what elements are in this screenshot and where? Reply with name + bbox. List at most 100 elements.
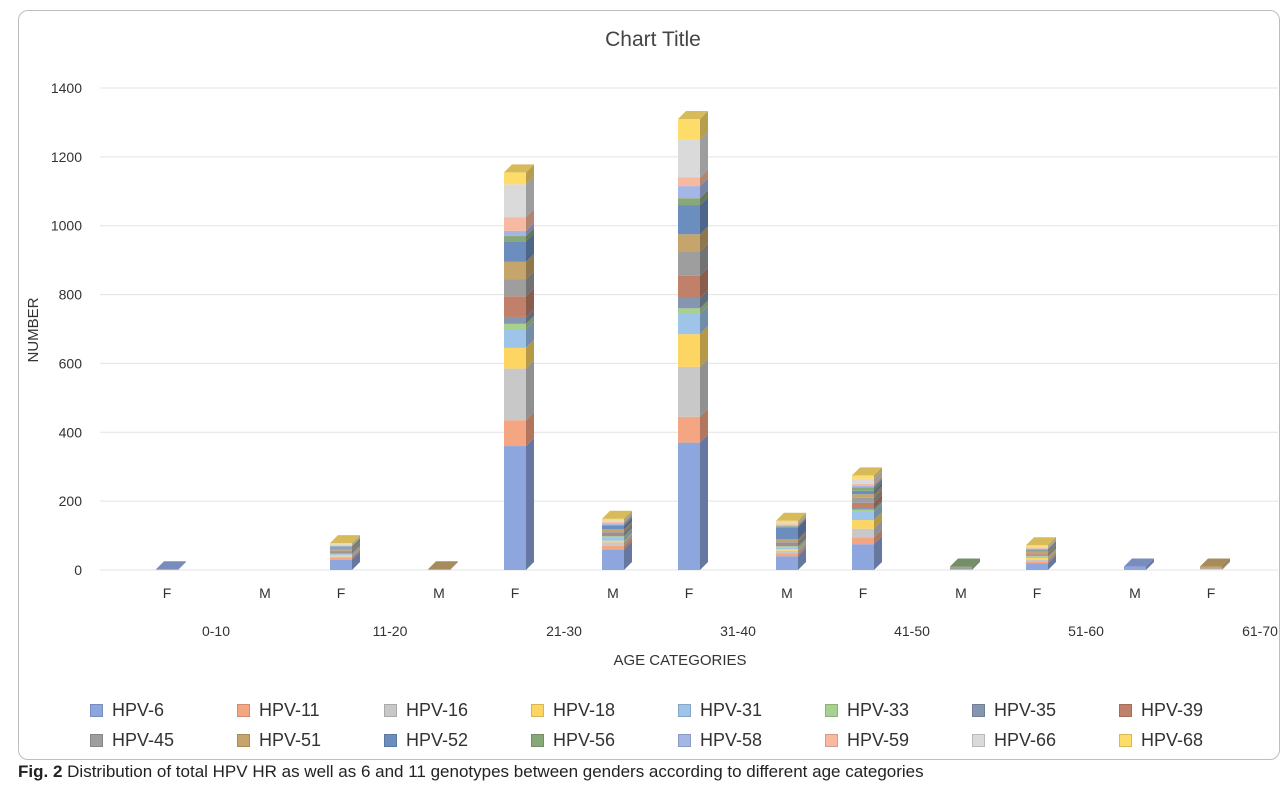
bar-top [156, 561, 186, 570]
bar-segment [678, 205, 700, 235]
bar-segment-side [874, 520, 882, 538]
bar-segment [1026, 555, 1048, 557]
bar-segment [776, 527, 798, 540]
bar-segment [1200, 568, 1222, 569]
legend-label: HPV-39 [1141, 700, 1204, 720]
legend-item: HPV-59 [825, 730, 909, 751]
bar-segment [602, 524, 624, 526]
bar-segment [330, 557, 352, 560]
bar-segment-side [526, 228, 534, 242]
bar-top [1200, 558, 1230, 567]
bar-segment-side [526, 412, 534, 447]
bar-segment-side [972, 558, 980, 568]
legend-swatch [678, 704, 691, 717]
legend-label: HPV-6 [112, 700, 165, 720]
legend-swatch [90, 704, 103, 717]
bar-segment-side [874, 475, 882, 486]
bar-segment [330, 547, 352, 549]
bar-segment [602, 522, 624, 524]
y-tick-label: 400 [59, 424, 83, 440]
bar-segment-side [700, 300, 708, 314]
figure-caption-text: Distribution of total HPV HR as well as … [67, 762, 924, 781]
bar-segment [852, 475, 874, 479]
bar-segment-side [874, 503, 882, 521]
legend-item: HPV-39 [1119, 700, 1203, 721]
legend-swatch [972, 734, 985, 747]
bar-segment [1026, 553, 1048, 555]
figure-caption: Fig. 2 Distribution of total HPV HR as w… [18, 762, 924, 782]
bar-segment-side [1048, 537, 1056, 547]
bar-segment-side [352, 535, 360, 545]
bar-segment-side [526, 288, 534, 317]
bar-top [428, 561, 458, 570]
bar-segment [330, 553, 352, 555]
y-tick-label: 1000 [51, 218, 82, 234]
bar-segment [776, 546, 798, 548]
bar-segment [602, 529, 624, 532]
bar-segment-side [798, 517, 806, 527]
bar-segment [776, 525, 798, 527]
bar-segment [776, 522, 798, 525]
age-group-label: 61-70 [1242, 623, 1278, 639]
bar-segment-side [352, 547, 360, 557]
bar-segment-side [352, 545, 360, 555]
age-group-label: 31-40 [720, 623, 756, 639]
bar-segment [1026, 563, 1048, 570]
bar-segment-side [700, 267, 708, 299]
bar-segment [504, 236, 526, 242]
bar-segment-side [624, 537, 632, 550]
bar-segment-side [874, 512, 882, 529]
legend-item: HPV-6 [90, 700, 164, 721]
bar-segment-side [1048, 551, 1056, 562]
bar-segment [330, 555, 352, 557]
bar-segment-side [1048, 549, 1056, 560]
bar-segment-side [624, 532, 632, 543]
bar-segment-side [352, 536, 360, 546]
bar-segment [602, 540, 624, 543]
bar-segment [776, 542, 798, 545]
bar-segment-side [1222, 560, 1230, 569]
bar-segment-side [624, 529, 632, 541]
bar-segment [602, 549, 624, 570]
bar-segment-side [798, 516, 806, 526]
bar-segment [852, 497, 874, 503]
bar-segment [330, 545, 352, 546]
legend-item: HPV-58 [678, 730, 762, 751]
bar-segment-side [874, 477, 882, 488]
bar-segment [852, 537, 874, 545]
bar-segment [852, 544, 874, 570]
legend-swatch [972, 704, 985, 717]
bar-segment-side [450, 561, 458, 570]
gender-tick-label: F [1207, 585, 1216, 601]
bar-segment [1026, 557, 1048, 560]
gender-tick-label: F [337, 585, 346, 601]
bar-segment-side [624, 510, 632, 521]
bar-segment-side [1048, 540, 1056, 550]
bar-segment [678, 334, 700, 367]
bar-segment-side [624, 521, 632, 532]
bar-segment-side [874, 536, 882, 570]
bar-segment [776, 526, 798, 528]
bar-segment-side [798, 539, 806, 549]
bar-segment-side [700, 131, 708, 178]
legend-swatch [237, 734, 250, 747]
bar-segment-side [1048, 548, 1056, 557]
bar-segment-side [352, 540, 360, 551]
bar-segment [950, 569, 972, 570]
bar-segment [852, 490, 874, 495]
bar-top [852, 467, 882, 476]
bar-segment [678, 186, 700, 199]
bar-segment-side [798, 534, 806, 545]
bar-segment-side [1048, 548, 1056, 558]
bar-segment [678, 118, 700, 140]
bar-segment-side [700, 358, 708, 417]
bar-segment-side [526, 176, 534, 218]
bar-segment [330, 548, 352, 551]
bar-segment-side [1048, 539, 1056, 549]
bar-segment-side [352, 549, 360, 560]
bar-segment-side [526, 321, 534, 348]
bar-segment-side [700, 110, 708, 140]
bar-segment [428, 569, 450, 570]
bar-segment-side [874, 500, 882, 510]
legend-item: HPV-11 [237, 700, 320, 721]
